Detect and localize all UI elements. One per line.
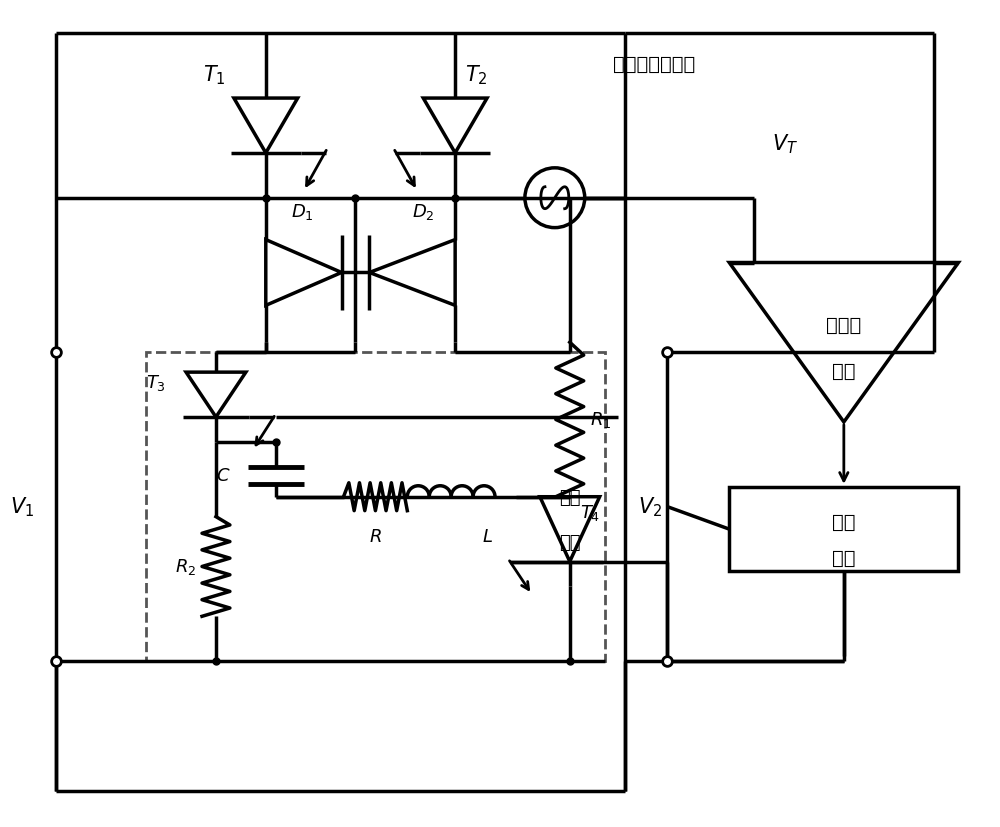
Text: $V_T$: $V_T$ bbox=[772, 132, 798, 155]
Text: $R$: $R$ bbox=[369, 527, 382, 545]
Text: 控制: 控制 bbox=[832, 547, 856, 566]
Text: $V_1$: $V_1$ bbox=[10, 495, 34, 519]
Text: $L$: $L$ bbox=[482, 527, 493, 545]
Bar bbox=[729, 487, 958, 571]
Text: $T_1$: $T_1$ bbox=[203, 64, 225, 87]
Text: 换流: 换流 bbox=[559, 488, 581, 506]
Text: $D_1$: $D_1$ bbox=[291, 202, 314, 222]
Text: 回路: 回路 bbox=[559, 533, 581, 551]
Text: $T_3$: $T_3$ bbox=[146, 373, 166, 393]
Text: 栅极: 栅极 bbox=[832, 512, 856, 531]
Text: 较器: 较器 bbox=[832, 361, 856, 380]
Text: $C$: $C$ bbox=[216, 466, 231, 485]
Bar bbox=[146, 353, 605, 662]
Text: $T_4$: $T_4$ bbox=[580, 502, 600, 522]
Text: $D_2$: $D_2$ bbox=[412, 202, 435, 222]
Text: $R_2$: $R_2$ bbox=[175, 557, 196, 576]
Text: $T_2$: $T_2$ bbox=[465, 64, 488, 87]
Text: $R_1$: $R_1$ bbox=[590, 410, 611, 430]
Text: 电压比: 电压比 bbox=[826, 315, 861, 334]
Text: 霍尔电流传感器: 霍尔电流传感器 bbox=[613, 55, 696, 74]
Text: $V_2$: $V_2$ bbox=[638, 495, 662, 519]
